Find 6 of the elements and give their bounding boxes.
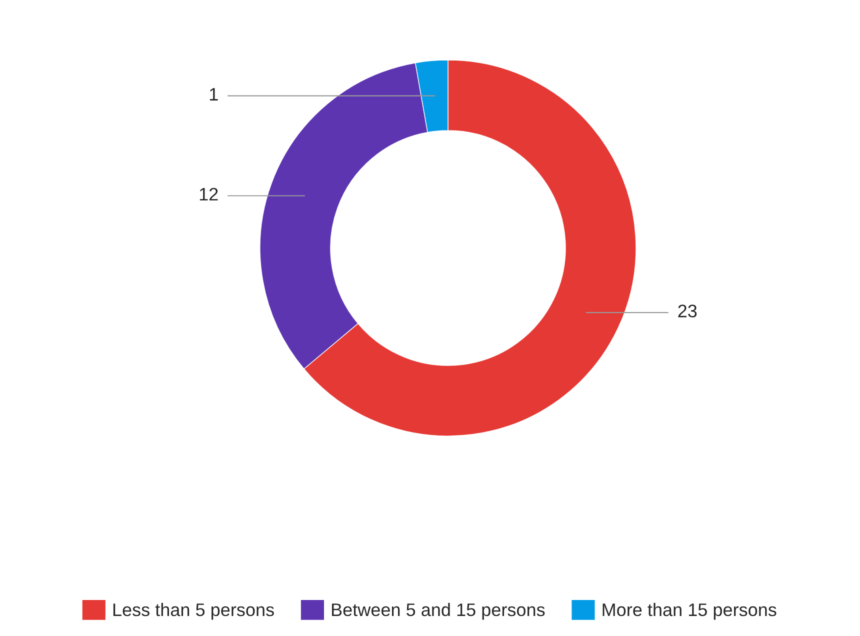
data-label: 12 (200, 188, 218, 200)
legend-label: Between 5 and 15 persons (332, 602, 545, 620)
data-label: 23 (678, 304, 697, 318)
legend-label: More than 15 persons (602, 602, 776, 620)
legend-label: Less than 5 persons (113, 602, 274, 620)
data-label: 1 (210, 88, 218, 100)
